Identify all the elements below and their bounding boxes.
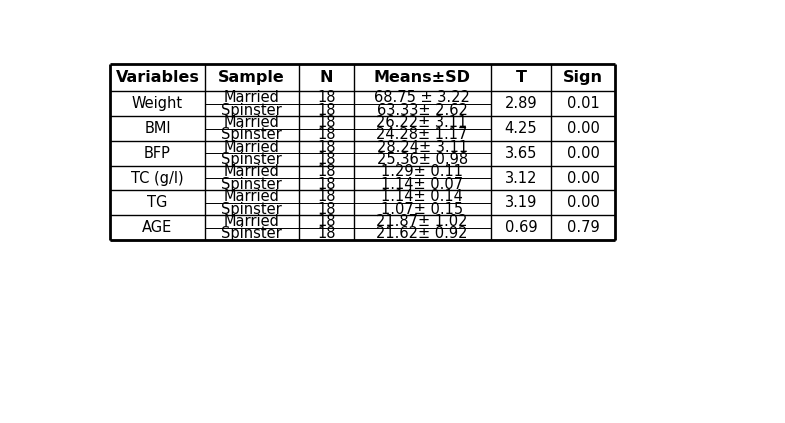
Text: 4.25: 4.25	[505, 121, 537, 136]
Text: 18: 18	[317, 177, 335, 192]
Text: Sign: Sign	[564, 70, 604, 85]
Text: 0.79: 0.79	[567, 220, 600, 235]
Text: 0.01: 0.01	[567, 96, 600, 111]
Text: 18: 18	[317, 115, 335, 130]
Text: TG: TG	[148, 195, 168, 210]
Text: 0.00: 0.00	[567, 146, 600, 161]
Text: Married: Married	[224, 189, 279, 204]
Text: 1.14± 0.07: 1.14± 0.07	[381, 177, 463, 192]
Text: AGE: AGE	[142, 220, 173, 235]
Text: 68.75 ± 3.22: 68.75 ± 3.22	[374, 90, 470, 105]
Text: 0.00: 0.00	[567, 195, 600, 210]
Text: Spinster: Spinster	[221, 127, 282, 142]
Text: 18: 18	[317, 102, 335, 118]
Text: 18: 18	[317, 165, 335, 179]
Text: Married: Married	[224, 115, 279, 130]
Text: 1.07± 0.15: 1.07± 0.15	[381, 201, 463, 217]
Text: 0.69: 0.69	[505, 220, 537, 235]
Text: 26.22± 3.11: 26.22± 3.11	[377, 115, 468, 130]
Text: Means±SD: Means±SD	[374, 70, 470, 85]
Text: Variables: Variables	[115, 70, 199, 85]
Text: 18: 18	[317, 189, 335, 204]
Text: Spinster: Spinster	[221, 102, 282, 118]
Text: T: T	[516, 70, 527, 85]
Text: 18: 18	[317, 152, 335, 167]
Text: 18: 18	[317, 90, 335, 105]
Text: Spinster: Spinster	[221, 177, 282, 192]
Text: 2.89: 2.89	[505, 96, 537, 111]
Text: Married: Married	[224, 90, 279, 105]
Text: 18: 18	[317, 127, 335, 142]
Text: BMI: BMI	[144, 121, 171, 136]
Text: 3.65: 3.65	[505, 146, 537, 161]
Text: 0.00: 0.00	[567, 121, 600, 136]
Text: TC (g/l): TC (g/l)	[131, 170, 184, 186]
Text: 3.19: 3.19	[505, 195, 537, 210]
Text: Spinster: Spinster	[221, 152, 282, 167]
Text: Spinster: Spinster	[221, 226, 282, 241]
Text: BFP: BFP	[144, 146, 171, 161]
Text: 0.00: 0.00	[567, 170, 600, 186]
Text: 28.24± 3.11: 28.24± 3.11	[377, 140, 468, 155]
Text: 21.62± 0.92: 21.62± 0.92	[376, 226, 468, 241]
Text: N: N	[319, 70, 333, 85]
Text: Married: Married	[224, 165, 279, 179]
Text: 21.87± 1.02: 21.87± 1.02	[376, 214, 468, 229]
Text: 1.29± 0.11: 1.29± 0.11	[381, 165, 463, 179]
Text: Married: Married	[224, 140, 279, 155]
Text: Married: Married	[224, 214, 279, 229]
Text: Sample: Sample	[218, 70, 285, 85]
Text: Spinster: Spinster	[221, 201, 282, 217]
Text: 3.12: 3.12	[505, 170, 537, 186]
Text: Weight: Weight	[132, 96, 183, 111]
Text: 18: 18	[317, 201, 335, 217]
Text: 18: 18	[317, 226, 335, 241]
Text: 18: 18	[317, 214, 335, 229]
Text: 25.36± 0.98: 25.36± 0.98	[377, 152, 468, 167]
Text: 18: 18	[317, 140, 335, 155]
Text: 24.28± 1.17: 24.28± 1.17	[376, 127, 468, 142]
Text: 1.14± 0.14: 1.14± 0.14	[382, 189, 463, 204]
Text: 63.33± 2.62: 63.33± 2.62	[377, 102, 468, 118]
